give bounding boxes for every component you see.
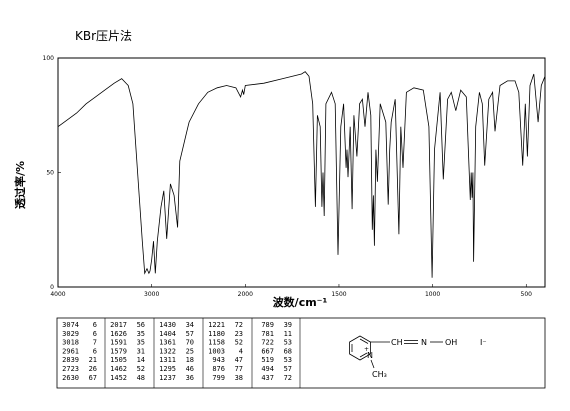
peak-transmittance: 67	[89, 374, 97, 382]
peak-transmittance: 68	[284, 347, 292, 355]
peak-wavenumber: 1158	[208, 339, 225, 347]
structure-label: N	[367, 351, 373, 360]
peak-wavenumber: 1430	[159, 321, 176, 329]
peak-transmittance: 35	[137, 330, 145, 338]
peak-transmittance: 57	[284, 365, 292, 373]
peak-wavenumber: 1626	[110, 330, 127, 338]
peak-transmittance: 36	[186, 374, 194, 382]
peak-wavenumber: 1579	[110, 347, 127, 355]
peak-transmittance: 52	[235, 339, 243, 347]
spectrum-line	[57, 71, 546, 278]
y-tick-label: 50	[46, 170, 54, 177]
peak-wavenumber: 2961	[62, 347, 79, 355]
peak-transmittance: 6	[93, 321, 97, 329]
peak-transmittance: 25	[186, 347, 194, 355]
plot-frame	[57, 57, 546, 288]
peak-transmittance: 70	[186, 339, 194, 347]
y-tick-label: 100	[43, 55, 55, 62]
peak-transmittance: 4	[239, 347, 243, 355]
peak-transmittance: 31	[137, 347, 145, 355]
structure-label: +	[364, 346, 369, 353]
peak-wavenumber: 1404	[159, 330, 176, 338]
peak-wavenumber: 494	[261, 365, 274, 373]
y-tick-label: 0	[50, 284, 54, 291]
structure-bonds	[349, 335, 443, 369]
peak-wavenumber: 667	[261, 347, 274, 355]
peak-transmittance: 23	[235, 330, 243, 338]
peak-transmittance: 48	[137, 374, 145, 382]
x-tick-label: 3000	[144, 291, 159, 298]
peak-transmittance: 72	[235, 321, 243, 329]
structure-label: OH	[445, 338, 457, 347]
peak-transmittance: 38	[235, 374, 243, 382]
peak-wavenumber: 876	[212, 365, 225, 373]
x-tick-label: 1500	[331, 291, 346, 298]
peak-transmittance: 14	[137, 356, 145, 364]
peak-wavenumber: 1591	[110, 339, 127, 347]
peak-wavenumber: 1452	[110, 374, 127, 382]
peak-transmittance: 26	[89, 365, 97, 373]
peak-wavenumber: 799	[212, 374, 225, 382]
structure-label: N	[421, 338, 427, 347]
peak-wavenumber: 781	[261, 330, 274, 338]
peak-transmittance: 47	[235, 356, 243, 364]
x-tick-label: 2000	[238, 291, 253, 298]
peak-wavenumber: 1003	[208, 347, 225, 355]
peak-transmittance: 6	[93, 330, 97, 338]
x-tick-label: 1000	[425, 291, 440, 298]
peak-wavenumber: 2630	[62, 374, 79, 382]
peak-wavenumber: 3018	[62, 339, 79, 347]
y-axis-label: 透过率/%	[13, 161, 27, 209]
peak-wavenumber: 2017	[110, 321, 127, 329]
peak-wavenumber: 1505	[110, 356, 127, 364]
structure-label: CH	[391, 338, 403, 347]
peak-wavenumber: 789	[261, 321, 274, 329]
peak-wavenumber: 943	[212, 356, 225, 364]
peak-wavenumber: 2839	[62, 356, 79, 364]
peak-wavenumber: 3029	[62, 330, 79, 338]
peak-wavenumber: 722	[261, 339, 274, 347]
peak-transmittance: 46	[186, 365, 194, 373]
structure-label: I⁻	[480, 338, 487, 347]
peak-wavenumber: 1295	[159, 365, 176, 373]
peak-transmittance: 11	[284, 330, 292, 338]
peak-transmittance: 39	[284, 321, 292, 329]
peak-table-frame	[56, 317, 546, 389]
peak-wavenumber: 3074	[62, 321, 79, 329]
peak-transmittance: 53	[284, 339, 292, 347]
peak-wavenumber: 437	[261, 374, 274, 382]
peak-wavenumber: 1322	[159, 347, 176, 355]
peak-transmittance: 35	[137, 339, 145, 347]
peak-transmittance: 52	[137, 365, 145, 373]
peak-wavenumber: 1180	[208, 330, 225, 338]
x-tick-label: 500	[521, 291, 533, 298]
peak-wavenumber: 519	[261, 356, 274, 364]
chart-title: KBr压片法	[75, 29, 132, 43]
peak-transmittance: 21	[89, 356, 97, 364]
peak-transmittance: 56	[137, 321, 145, 329]
peak-wavenumber: 1221	[208, 321, 225, 329]
peak-wavenumber: 1361	[159, 339, 176, 347]
peak-transmittance: 18	[186, 356, 194, 364]
peak-wavenumber: 1462	[110, 365, 127, 373]
peak-transmittance: 72	[284, 374, 292, 382]
peak-transmittance: 34	[186, 321, 194, 329]
peak-transmittance: 57	[186, 330, 194, 338]
peak-wavenumber: 1237	[159, 374, 176, 382]
peak-transmittance: 7	[93, 339, 97, 347]
peak-transmittance: 53	[284, 356, 292, 364]
structure-label: CH₃	[372, 370, 387, 379]
peak-wavenumber: 1311	[159, 356, 176, 364]
peak-transmittance: 77	[235, 365, 243, 373]
peak-transmittance: 6	[93, 347, 97, 355]
table-dividers	[104, 318, 301, 388]
x-tick-label: 4000	[50, 291, 65, 298]
x-axis-label: 波数/cm⁻¹	[273, 295, 328, 309]
peak-wavenumber: 2723	[62, 365, 79, 373]
